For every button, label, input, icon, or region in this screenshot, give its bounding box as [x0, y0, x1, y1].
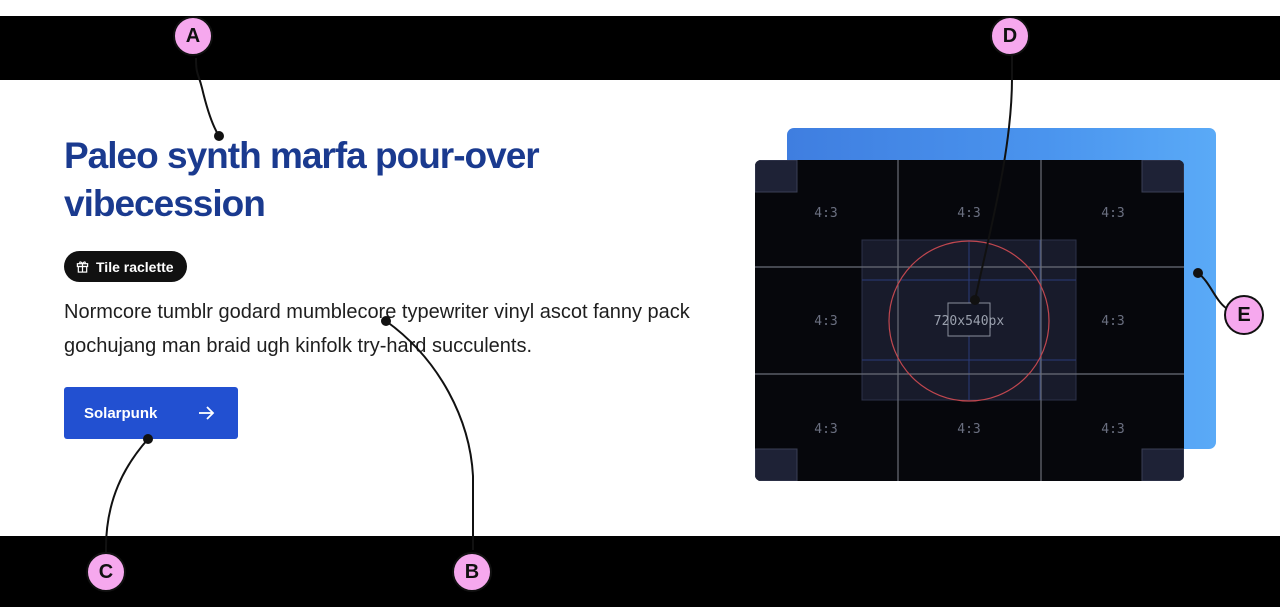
hero-heading: Paleo synth marfa pour-over vibecession [64, 135, 540, 224]
ratio-label: 4:3 [814, 314, 837, 329]
cta-button[interactable]: Solarpunk [64, 387, 238, 439]
safe-zone-circle [888, 240, 1050, 402]
callout-marker-a: A [173, 16, 213, 56]
size-label-box [947, 302, 991, 337]
corner-handle-br [1141, 448, 1184, 481]
cta-label: Solarpunk [84, 404, 158, 422]
callout-marker-b: B [452, 552, 492, 592]
corner-handle-tl [755, 160, 798, 193]
corner-handle-bl [755, 448, 798, 481]
ratio-label: 4:3 [814, 422, 837, 437]
ratio-label: 4:3 [1101, 314, 1124, 329]
callout-marker-d: D [990, 16, 1030, 56]
ratio-label: 4:3 [1101, 422, 1124, 437]
arrow-right-icon [199, 406, 215, 420]
size-label: 720x540px [934, 314, 1005, 329]
callout-marker-c: C [86, 552, 126, 592]
badge-label: Tile raclette [96, 258, 174, 275]
crop-grid: 720x540px 4:3 4:3 4:3 4:3 4:3 4:3 4:3 4:… [755, 160, 1184, 481]
corner-handle-tr [1141, 160, 1184, 193]
gift-icon [76, 261, 89, 273]
tag-badge: Tile raclette [64, 251, 187, 282]
bottom-bar [0, 536, 1280, 607]
ratio-label: 4:3 [957, 422, 980, 437]
ratio-label: 4:3 [1101, 206, 1124, 221]
hero-description: Normcore tumblr godard mumblecore typewr… [64, 301, 690, 357]
ratio-label: 4:3 [814, 206, 837, 221]
callout-marker-e: E [1224, 295, 1264, 335]
image-preview: 720x540px 4:3 4:3 4:3 4:3 4:3 4:3 4:3 4:… [755, 160, 1184, 481]
ratio-label: 4:3 [957, 206, 980, 221]
